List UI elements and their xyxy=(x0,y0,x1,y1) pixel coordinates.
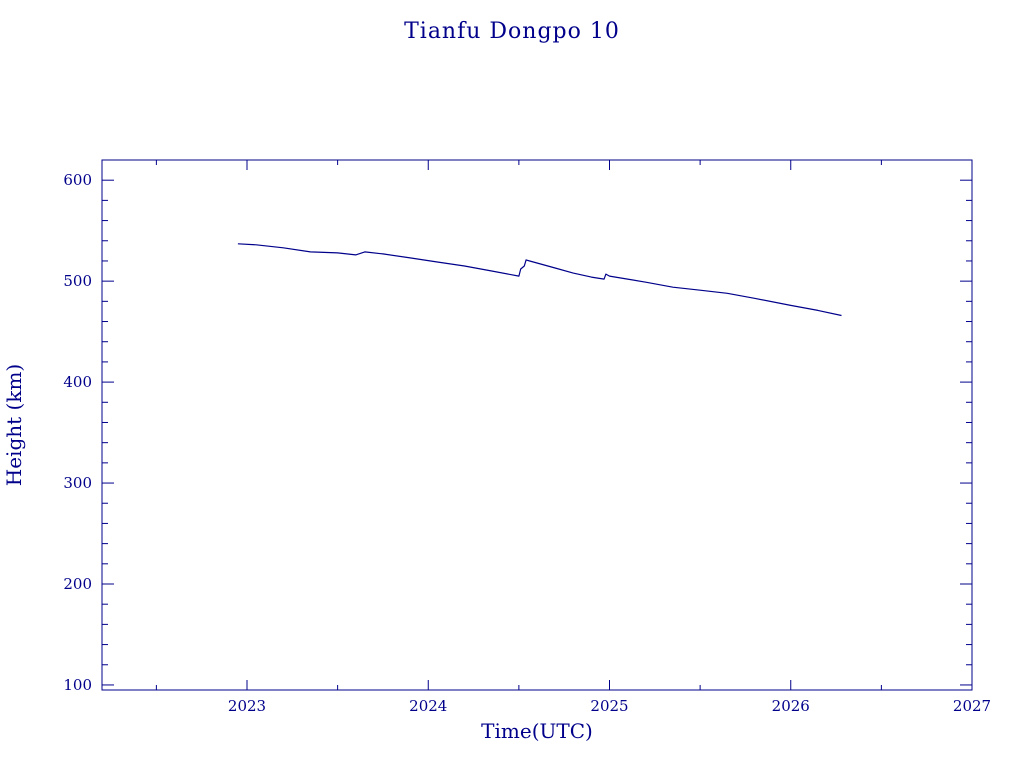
x-tick-label: 2024 xyxy=(409,697,447,715)
x-tick-label: 2025 xyxy=(590,697,628,715)
y-tick-label: 400 xyxy=(63,373,92,391)
y-tick-label: 200 xyxy=(63,575,92,593)
axis-tick-labels: 2023 2024 2025 2026 2027 100 200 300 400 500 600 xyxy=(63,171,991,715)
y-axis-label: Height (km) xyxy=(2,364,26,486)
y-tick-label: 600 xyxy=(63,171,92,189)
plot-frame xyxy=(101,159,973,691)
y-tick-label: 500 xyxy=(63,272,92,290)
x-axis-label: Time(UTC) xyxy=(481,719,593,743)
x-tick-label: 2026 xyxy=(772,697,810,715)
y-tick-label: 100 xyxy=(63,676,92,694)
y-tick-label: 300 xyxy=(63,474,92,492)
x-tick-label: 2023 xyxy=(228,697,266,715)
chart-title: Tianfu Dongpo 10 xyxy=(404,19,620,44)
x-tick-label: 2027 xyxy=(953,697,991,715)
axis-ticks xyxy=(102,159,973,690)
height-series-line xyxy=(237,243,842,317)
